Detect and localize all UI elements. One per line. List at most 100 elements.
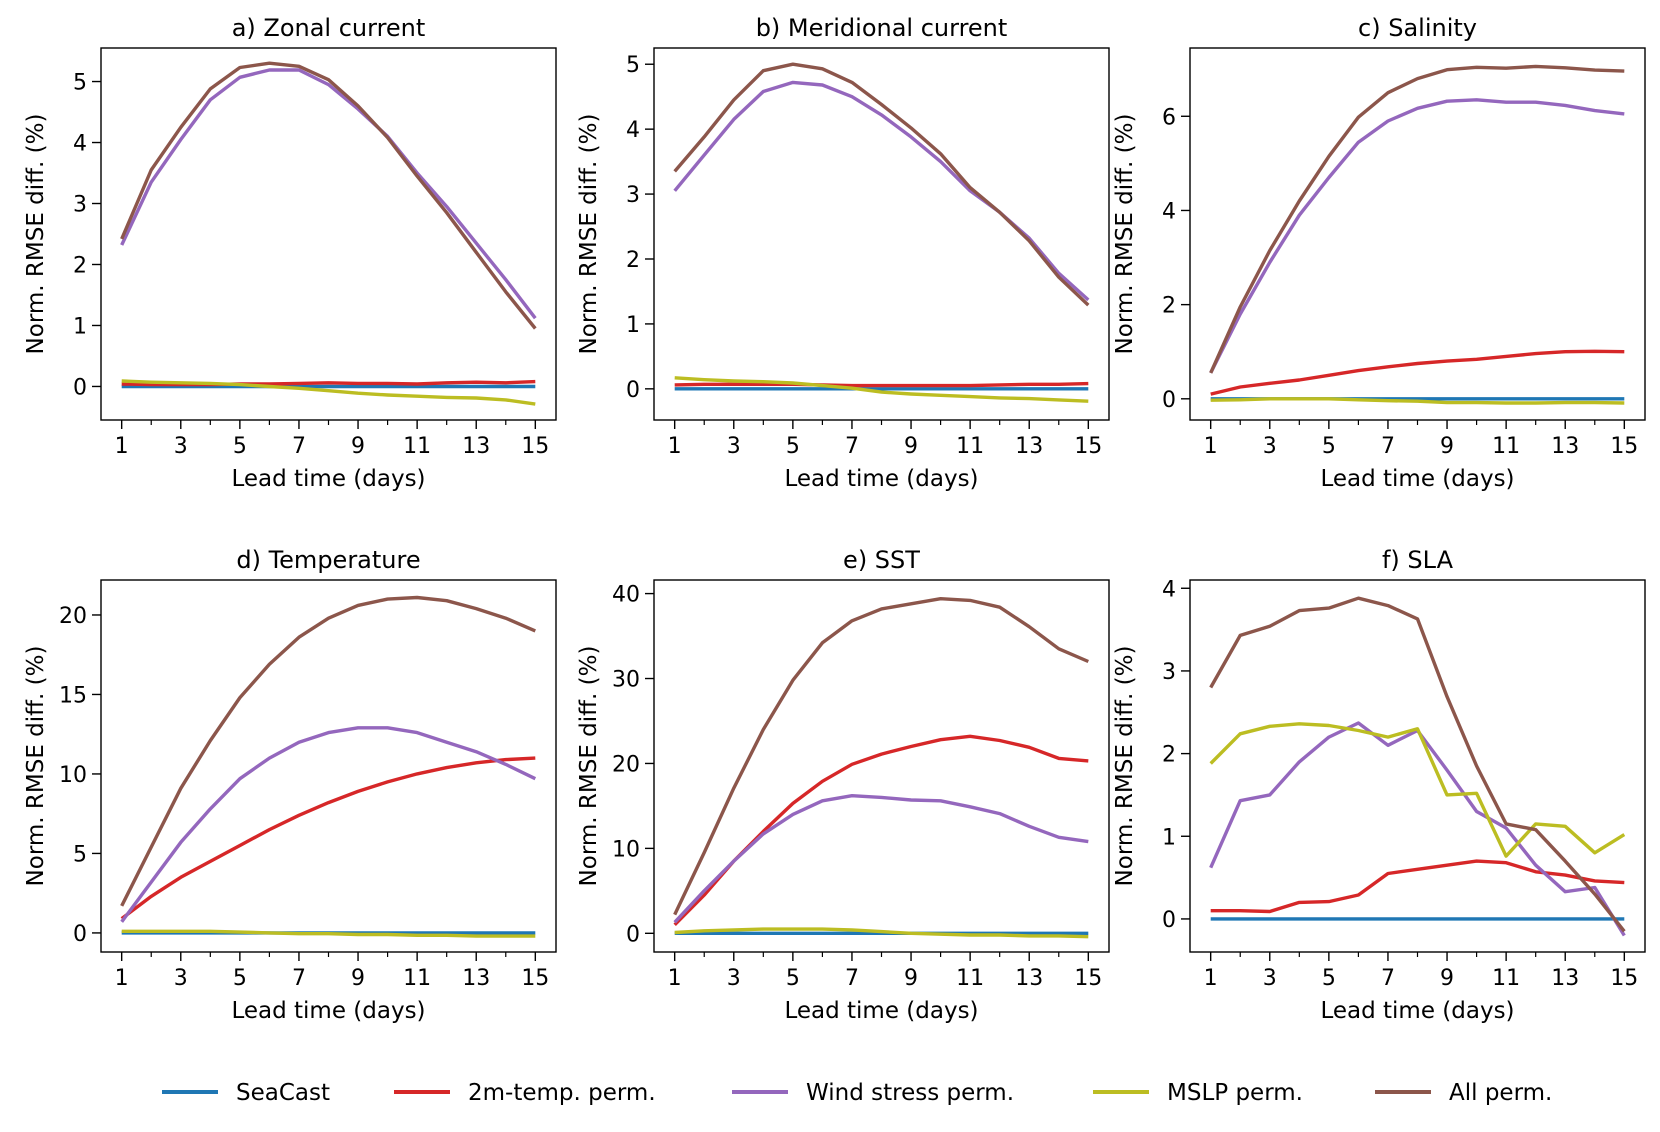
panel-d-series-wind-stress	[120, 726, 537, 923]
panel-a-x-tick-label: 3	[174, 434, 188, 459]
panel-c-x-tick-label: 13	[1551, 434, 1579, 459]
panel-a-x-tick-label: 15	[521, 434, 549, 459]
panel-b-x-tick-label: 13	[1015, 434, 1043, 459]
panel-f-x-tick-label: 11	[1492, 966, 1520, 991]
panel-b-x-tick-label: 1	[668, 434, 682, 459]
panel-d-y-tick-label: 10	[59, 763, 87, 788]
panel-d-series-all	[120, 595, 536, 907]
panel-c-y-axis-label: Norm. RMSE diff. (%)	[1112, 114, 1138, 355]
panel-a-y-axis-label: Norm. RMSE diff. (%)	[23, 114, 49, 355]
panel-f-x-tick-label: 15	[1610, 966, 1638, 991]
panel-d-x-axis-label: Lead time (days)	[231, 998, 425, 1024]
panel-e-y-axis-label: Norm. RMSE diff. (%)	[576, 646, 602, 887]
panel-a-x-tick-label: 13	[462, 434, 490, 459]
panel-c-y-tick-label: 6	[1162, 105, 1176, 130]
panel-b-x-tick-label: 7	[845, 434, 859, 459]
panel-e-frame	[653, 579, 1110, 953]
panel-d-y-tick-label: 20	[59, 604, 87, 629]
panel-c-title: c) Salinity	[1358, 14, 1477, 42]
panel-e-x-tick-label: 3	[727, 966, 741, 991]
panel-d-y-tick-label: 5	[73, 842, 87, 867]
panel-c-series-wind-stress	[1209, 98, 1625, 374]
panel-b-series-2m-temp	[674, 381, 1089, 388]
panel-a-x-tick-label: 1	[115, 434, 129, 459]
panel-a-x-tick-label: 7	[292, 434, 306, 459]
legend-label-mslp: MSLP perm.	[1167, 1080, 1303, 1106]
panel-b-x-tick-label: 9	[904, 434, 918, 459]
panel-b-title: b) Meridional current	[756, 14, 1008, 42]
panel-b-x-axis-label: Lead time (days)	[784, 466, 978, 492]
panel-d-x-tick-label: 3	[174, 966, 188, 991]
panel-e-y-tick-label: 30	[612, 668, 640, 693]
panel-d-series-2m-temp	[120, 756, 536, 920]
panel-c-series-mslp	[1210, 397, 1625, 405]
panel-f-y-tick-label: 1	[1162, 825, 1176, 850]
panel-c-x-tick-label: 15	[1610, 434, 1638, 459]
panel-b-series-mslp	[674, 376, 1089, 403]
panel-c-x-tick-label: 11	[1492, 434, 1520, 459]
panel-c-frame	[1189, 47, 1646, 421]
panel-b-y-tick-label: 3	[626, 183, 640, 208]
panel-c-series-2m-temp	[1210, 349, 1625, 396]
panel-d-x-tick-label: 7	[292, 966, 306, 991]
panel-c-x-tick-label: 7	[1381, 434, 1395, 459]
panel-d-frame	[100, 579, 557, 953]
panel-c-y-tick-label: 4	[1162, 199, 1176, 224]
panel-e-y-tick-label: 20	[612, 752, 640, 777]
panel-a-title: a) Zonal current	[232, 14, 426, 42]
panel-f-y-axis-label: Norm. RMSE diff. (%)	[1112, 646, 1138, 887]
panel-d-x-tick-label: 5	[233, 966, 247, 991]
panel-c-series-all	[1209, 64, 1625, 374]
panel-f-y-tick-label: 3	[1162, 660, 1176, 685]
panel-a-x-tick-label: 5	[233, 434, 247, 459]
legend-label-2m-temp: 2m-temp. perm.	[468, 1080, 656, 1106]
panel-e-x-tick-label: 5	[786, 966, 800, 991]
panel-f-y-tick-label: 0	[1162, 908, 1176, 933]
panel-d-series-mslp	[121, 929, 536, 938]
panel-a-series-mslp	[121, 379, 536, 406]
panel-f-x-tick-label: 9	[1440, 966, 1454, 991]
legend-item-2m-temp: 2m-temp. perm.	[394, 1080, 656, 1106]
panel-a-x-tick-label: 11	[403, 434, 431, 459]
panel-b-x-tick-label: 11	[956, 434, 984, 459]
panel-b-x-tick-label: 15	[1074, 434, 1102, 459]
panel-a-series-wind-stress	[120, 68, 537, 320]
legend-item-seacast: SeaCast	[162, 1080, 330, 1106]
panel-a-y-tick-label: 0	[73, 375, 87, 400]
panel-e-x-tick-label: 1	[668, 966, 682, 991]
panel-c-x-tick-label: 3	[1263, 434, 1277, 459]
panel-e-series-wind-stress	[673, 794, 1089, 924]
panel-b-y-tick-label: 2	[626, 248, 640, 273]
legend-item-mslp: MSLP perm.	[1093, 1080, 1303, 1106]
panel-d-x-tick-label: 9	[351, 966, 365, 991]
panel-e-series-mslp	[674, 927, 1089, 939]
panel-e-x-tick-label: 15	[1074, 966, 1102, 991]
panel-c-x-tick-label: 1	[1204, 434, 1218, 459]
panel-f-series-2m-temp	[1210, 859, 1625, 914]
panel-a-frame	[100, 47, 557, 421]
panel-b-y-tick-label: 0	[626, 378, 640, 403]
panel-a-series-all	[120, 61, 537, 330]
panel-f-series-mslp	[1209, 722, 1626, 858]
panel-e-x-tick-label: 13	[1015, 966, 1043, 991]
panel-b-frame	[653, 47, 1110, 421]
panel-f-y-tick-label: 2	[1162, 743, 1176, 768]
panel-d-y-axis-label: Norm. RMSE diff. (%)	[23, 646, 49, 887]
legend-label-wind-stress: Wind stress perm.	[806, 1080, 1014, 1106]
panel-a-y-tick-label: 5	[73, 71, 87, 96]
legend-label-all: All perm.	[1449, 1080, 1552, 1106]
legend-item-all: All perm.	[1375, 1080, 1552, 1106]
panel-a-x-axis-label: Lead time (days)	[231, 466, 425, 492]
panel-a-x-tick-label: 9	[351, 434, 365, 459]
panel-c-y-tick-label: 2	[1162, 294, 1176, 319]
panel-d-x-tick-label: 11	[403, 966, 431, 991]
